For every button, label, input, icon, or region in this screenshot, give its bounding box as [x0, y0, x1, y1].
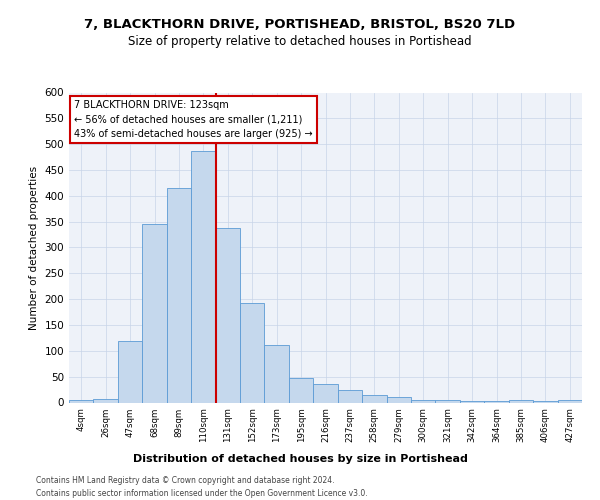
Bar — [313, 384, 338, 402]
Text: Contains HM Land Registry data © Crown copyright and database right 2024.: Contains HM Land Registry data © Crown c… — [36, 476, 335, 485]
Bar — [265, 344, 289, 403]
Bar — [338, 390, 362, 402]
Bar — [557, 400, 582, 402]
Bar — [94, 399, 118, 402]
Bar — [142, 224, 167, 402]
Bar — [167, 188, 191, 402]
Text: 7, BLACKTHORN DRIVE, PORTISHEAD, BRISTOL, BS20 7LD: 7, BLACKTHORN DRIVE, PORTISHEAD, BRISTOL… — [85, 18, 515, 30]
Bar — [436, 400, 460, 402]
Text: Contains public sector information licensed under the Open Government Licence v3: Contains public sector information licen… — [36, 489, 368, 498]
Bar — [362, 395, 386, 402]
Bar — [240, 304, 265, 402]
Bar — [460, 401, 484, 402]
Bar — [215, 228, 240, 402]
Text: Size of property relative to detached houses in Portishead: Size of property relative to detached ho… — [128, 35, 472, 48]
Bar — [533, 401, 557, 402]
Bar — [191, 151, 215, 403]
Bar — [509, 400, 533, 402]
Y-axis label: Number of detached properties: Number of detached properties — [29, 166, 39, 330]
Bar — [289, 378, 313, 402]
Text: 7 BLACKTHORN DRIVE: 123sqm
← 56% of detached houses are smaller (1,211)
43% of s: 7 BLACKTHORN DRIVE: 123sqm ← 56% of deta… — [74, 100, 313, 139]
Bar — [411, 400, 436, 402]
Bar — [386, 398, 411, 402]
Text: Distribution of detached houses by size in Portishead: Distribution of detached houses by size … — [133, 454, 467, 464]
Bar — [118, 340, 142, 402]
Bar — [69, 400, 94, 402]
